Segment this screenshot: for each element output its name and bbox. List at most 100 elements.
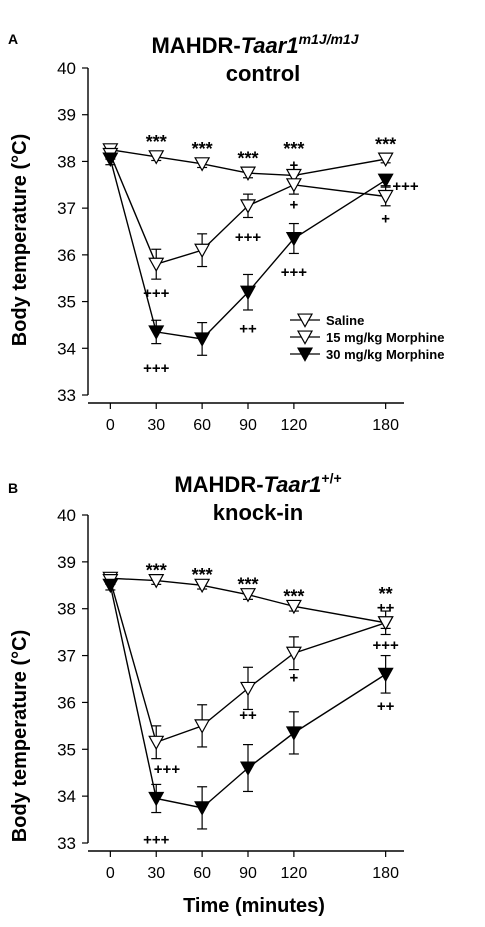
significance-stars: ***	[283, 139, 304, 159]
open-triangle-marker	[194, 157, 211, 172]
x-tick-label: 120	[281, 417, 308, 434]
significance-stars: **	[379, 584, 393, 604]
x-tick-label: 180	[372, 417, 399, 434]
legend-marker	[296, 330, 314, 345]
filled-triangle-marker	[194, 332, 211, 347]
legend-label: Saline	[326, 313, 364, 328]
legend-marker	[296, 313, 314, 328]
series-line	[109, 585, 387, 809]
panel-a-letter: A	[8, 31, 18, 47]
series-line	[110, 149, 386, 177]
filled-triangle-marker	[102, 578, 119, 594]
panel-a: A MAHDR-Taar1m1J/m1J control Body temper…	[8, 31, 444, 434]
open-triangle-marker	[239, 199, 257, 214]
filled-triangle-marker	[148, 325, 165, 340]
x-tick-label: 60	[193, 417, 211, 434]
x-tick-label: 30	[147, 417, 165, 434]
series-line	[110, 577, 386, 624]
open-triangle-marker	[285, 178, 302, 193]
y-tick-label: 35	[57, 293, 76, 312]
significance-stars: ***	[146, 132, 167, 152]
panel-b-title-allele: +/+	[321, 470, 341, 486]
y-tick-label: 36	[57, 246, 76, 265]
y-tick-label: 33	[57, 386, 76, 405]
y-tick-label: 36	[57, 693, 76, 712]
significance-stars: ***	[237, 148, 258, 168]
y-tick-label: 33	[57, 834, 76, 853]
x-tick-label: 120	[281, 865, 308, 882]
panel-b-title-gene: Taar1	[264, 472, 322, 497]
significance-stars: ***	[237, 575, 258, 595]
significance-plus: +++	[281, 264, 308, 281]
open-triangle-marker	[239, 588, 257, 603]
panel-b-letter: B	[8, 480, 18, 496]
y-tick-label: 38	[57, 600, 76, 619]
filled-triangle-marker	[377, 667, 394, 683]
open-triangle-marker	[239, 166, 257, 181]
open-triangle-marker	[194, 719, 211, 734]
significance-plus: +	[289, 157, 298, 174]
open-triangle-marker	[285, 599, 302, 615]
open-triangle-marker	[285, 646, 302, 662]
open-triangle-marker	[194, 578, 211, 594]
significance-plus: ++	[239, 707, 257, 724]
y-tick-label: 40	[57, 506, 76, 525]
significance-stars: ***	[146, 561, 167, 581]
series-line	[109, 158, 387, 340]
open-triangle-marker	[148, 257, 165, 273]
panel-a-plot-area: 33 34 35 36 37 38 39 40 0 30 60 90 120 180 *** *** *** **…	[57, 59, 444, 434]
significance-plus: +++	[373, 637, 400, 654]
y-tick-label: 37	[57, 199, 76, 218]
open-triangle-marker	[377, 616, 394, 631]
series-line	[109, 154, 386, 266]
panel-a-y-axis-label: Body temperature (°C)	[9, 134, 31, 346]
open-triangle-marker	[148, 735, 165, 751]
filled-triangle-marker	[148, 791, 165, 807]
significance-plus: +++	[143, 831, 170, 848]
open-triangle-marker	[148, 574, 165, 589]
y-tick-label: 37	[57, 647, 76, 666]
filled-triangle-marker	[285, 726, 302, 741]
filled-triangle-marker	[239, 285, 257, 301]
panel-b-title-prefix: MAHDR-	[174, 472, 263, 497]
significance-stars: ***	[283, 586, 304, 606]
filled-triangle-marker	[194, 801, 211, 816]
significance-stars: ***	[375, 134, 396, 154]
significance-plus: +++	[154, 761, 181, 778]
significance-plus: ++	[239, 320, 257, 337]
panel-a-subtitle: control	[226, 61, 301, 86]
y-tick-label: 34	[57, 339, 76, 358]
panel-b-x-axis-label: Time (minutes)	[183, 895, 325, 917]
panel-b-y-axis-label: Body temperature (°C)	[9, 630, 31, 842]
filled-triangle-marker	[239, 761, 257, 776]
significance-plus: +++	[143, 360, 170, 377]
significance-stars: ***	[192, 139, 213, 159]
x-tick-label: 30	[147, 865, 165, 882]
panel-b-title: MAHDR-Taar1+/+	[174, 470, 341, 497]
y-tick-label: 39	[57, 106, 76, 125]
y-tick-label: 39	[57, 553, 76, 572]
y-tick-label: 38	[57, 152, 76, 171]
significance-plus: +	[289, 196, 298, 213]
significance-plus: +	[381, 210, 390, 227]
y-tick-label: 34	[57, 787, 76, 806]
significance-plus: ++	[377, 599, 395, 616]
open-triangle-marker	[285, 168, 302, 184]
significance-plus: +++	[392, 178, 419, 195]
legend-label: 30 mg/kg Morphine	[326, 347, 444, 362]
x-tick-label: 0	[106, 417, 115, 434]
panel-a-title: MAHDR-Taar1m1J/m1J	[151, 31, 359, 58]
x-tick-label: 0	[106, 865, 115, 882]
open-triangle-marker	[148, 150, 165, 165]
y-tick-label: 35	[57, 740, 76, 759]
significance-plus: +++	[235, 229, 262, 246]
panel-a-title-allele: m1J/m1J	[299, 31, 360, 47]
legend-label: 15 mg/kg Morphine	[326, 330, 444, 345]
x-tick-label: 90	[239, 417, 257, 434]
filled-triangle-marker	[102, 152, 119, 167]
open-triangle-marker	[194, 243, 211, 259]
series-line	[109, 580, 386, 744]
x-tick-label: 90	[239, 865, 257, 882]
